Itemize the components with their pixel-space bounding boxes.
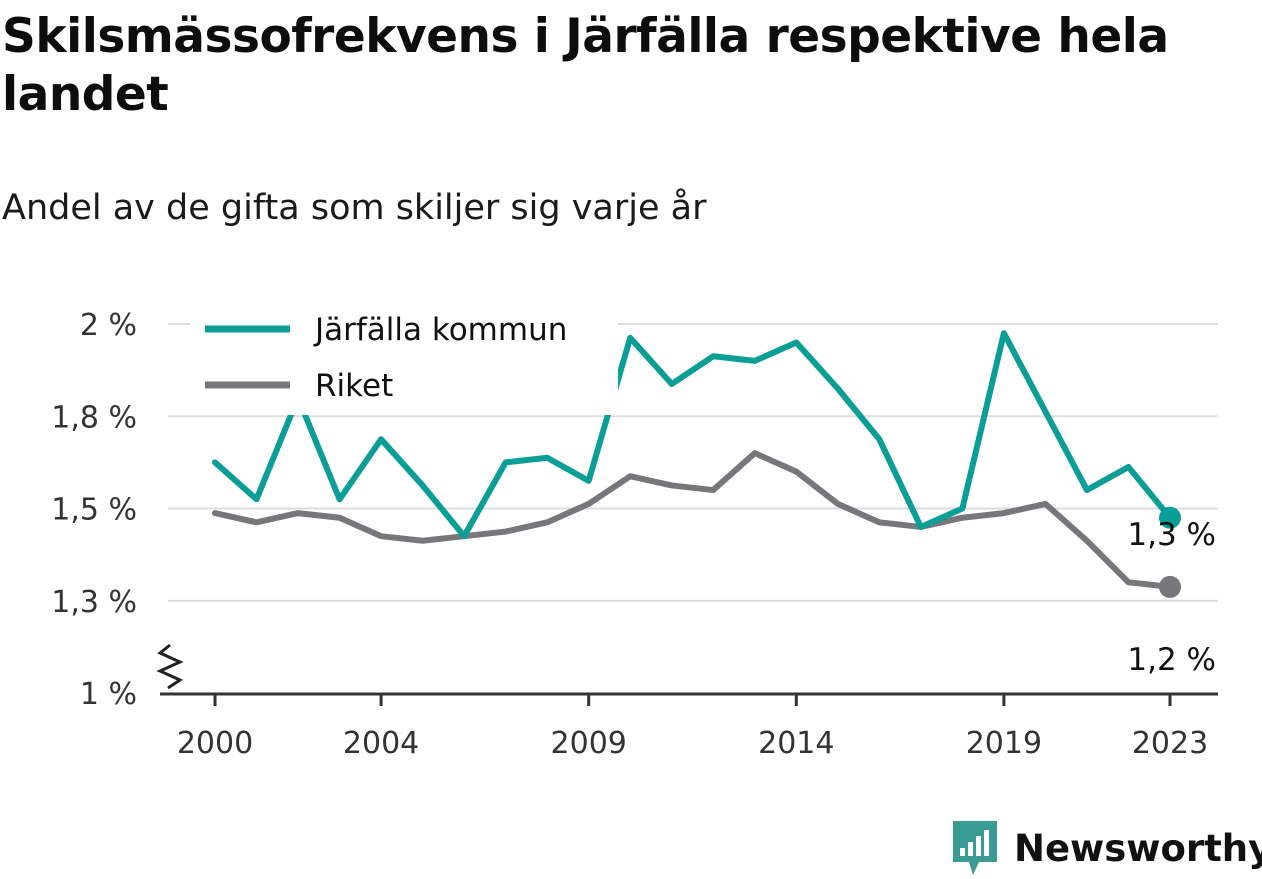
y-axis-ticks: 1 % 1,3 % 1,5 % 1,8 % 2 % [51,308,137,712]
x-tick-label: 2023 [1132,726,1208,761]
legend-label-jarfalla: Järfälla kommun [313,312,567,348]
series-lines [212,330,1173,590]
end-label-jarfalla: 1,3 % [1127,517,1216,553]
chart-title: Skilsmässofrekvens i Järfälla respektive… [2,9,1169,122]
x-tick-label: 2000 [177,726,253,761]
series-line-jarfalla [212,330,1173,540]
newsworthy-logo: Newsworthy [950,818,1262,878]
x-tick-label: 2014 [758,726,834,761]
x-tick-label: 2004 [343,726,419,761]
legend-label-riket: Riket [315,368,393,404]
newsworthy-logo-text: Newsworthy [1014,826,1262,870]
legend-background [190,300,618,415]
newsworthy-logo-icon [953,821,997,875]
end-points [1159,506,1181,598]
y-tick-label: 2 % [80,308,137,343]
x-tick-label: 2009 [551,726,627,761]
y-tick-label: 1,3 % [51,585,137,620]
x-axis [156,643,1218,696]
chart-subtitle: Andel av de gifta som skiljer sig varje … [2,188,707,228]
end-point-jarfalla [1159,506,1181,529]
y-tick-label: 1,5 % [51,493,137,528]
end-point-riket [1159,575,1181,598]
end-label-riket: 1,2 % [1127,642,1216,678]
axis-break-mark [156,643,184,690]
y-tick-label: 1 % [80,677,137,712]
x-tick-label: 2019 [966,726,1042,761]
legend: Järfälla kommun Riket [190,300,618,415]
series-line-riket [212,450,1173,590]
y-tick-label: 1,8 % [51,400,137,435]
x-axis-ticks: 2000 2004 2009 2014 2019 2023 [177,694,1208,761]
